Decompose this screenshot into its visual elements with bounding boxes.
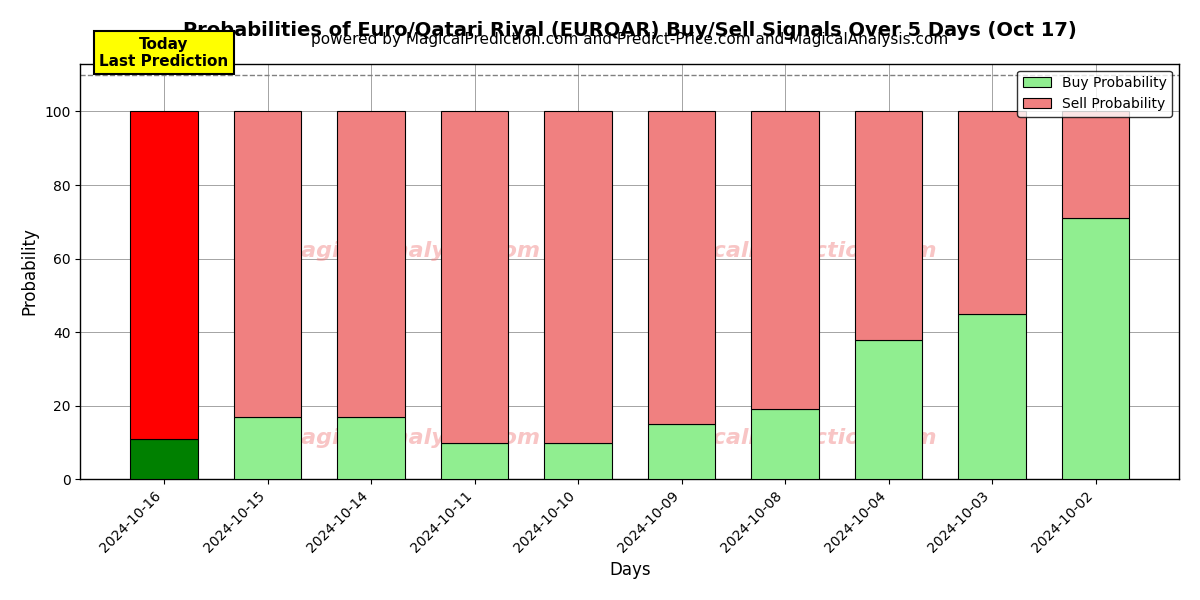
- Y-axis label: Probability: Probability: [20, 227, 38, 316]
- Bar: [854, 112, 923, 340]
- Bar: [854, 340, 923, 479]
- Text: Today
Last Prediction: Today Last Prediction: [100, 37, 229, 69]
- Bar: [1062, 112, 1129, 218]
- Bar: [751, 112, 818, 409]
- Bar: [234, 112, 301, 417]
- Bar: [234, 417, 301, 479]
- Bar: [440, 112, 509, 443]
- Bar: [648, 424, 715, 479]
- Bar: [440, 443, 509, 479]
- Bar: [337, 417, 404, 479]
- Text: MagicalAnalysis.com: MagicalAnalysis.com: [280, 241, 540, 260]
- Bar: [131, 112, 198, 439]
- X-axis label: Days: Days: [610, 561, 650, 579]
- Bar: [751, 409, 818, 479]
- Legend: Buy Probability, Sell Probability: Buy Probability, Sell Probability: [1018, 71, 1172, 116]
- Bar: [337, 112, 404, 417]
- Bar: [545, 112, 612, 443]
- Text: powered by MagicalPrediction.com and Predict-Price.com and MagicalAnalysis.com: powered by MagicalPrediction.com and Pre…: [311, 32, 948, 47]
- Bar: [959, 314, 1026, 479]
- Bar: [131, 439, 198, 479]
- Bar: [1062, 218, 1129, 479]
- Bar: [648, 112, 715, 424]
- Bar: [545, 443, 612, 479]
- Bar: [959, 112, 1026, 314]
- Text: MagicalPrediction.com: MagicalPrediction.com: [653, 428, 937, 448]
- Title: Probabilities of Euro/Qatari Riyal (EURQAR) Buy/Sell Signals Over 5 Days (Oct 17: Probabilities of Euro/Qatari Riyal (EURQ…: [182, 21, 1076, 40]
- Text: MagicalPrediction.com: MagicalPrediction.com: [653, 241, 937, 260]
- Text: MagicalAnalysis.com: MagicalAnalysis.com: [280, 428, 540, 448]
